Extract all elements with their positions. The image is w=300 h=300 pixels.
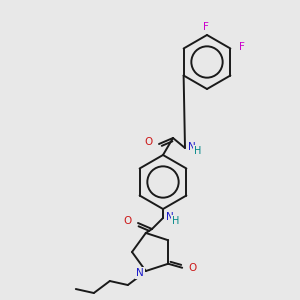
Text: F: F: [239, 41, 245, 52]
Text: N: N: [188, 142, 196, 152]
Text: N: N: [166, 212, 174, 222]
Text: O: O: [188, 263, 196, 273]
Text: O: O: [124, 216, 132, 226]
Text: H: H: [172, 216, 179, 226]
Text: O: O: [145, 137, 153, 147]
Text: N: N: [136, 268, 144, 278]
Text: H: H: [194, 146, 201, 156]
Text: F: F: [203, 22, 209, 32]
